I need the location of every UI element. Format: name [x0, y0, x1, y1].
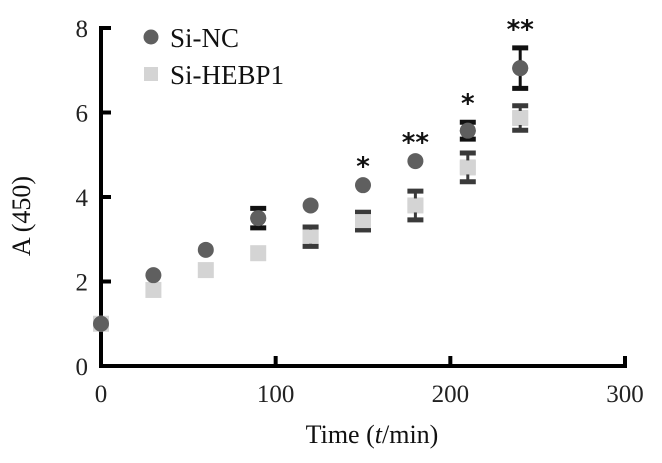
- significance-mark: **: [507, 15, 535, 45]
- y-tick-label: 2: [76, 270, 89, 297]
- data-point: [302, 197, 319, 214]
- data-point: [355, 177, 371, 194]
- x-tick-label: 300: [606, 381, 644, 408]
- y-tick-label: 6: [76, 101, 89, 128]
- x-tick-label: 200: [432, 381, 470, 408]
- legend-label-si-hebp1: Si-HEBP1: [170, 60, 284, 90]
- x-ticks: 0 100 200 300: [95, 356, 644, 408]
- data-point: [250, 245, 267, 262]
- data-point: [512, 60, 529, 77]
- x-axis-title-before: Time (: [306, 420, 375, 449]
- series-si-nc: [93, 45, 529, 332]
- y-tick-label: 0: [76, 354, 89, 381]
- significance-annotations: ******: [356, 15, 534, 182]
- data-point: [197, 241, 214, 258]
- x-axis-title-after: /min): [382, 420, 438, 449]
- significance-mark: **: [402, 128, 430, 158]
- y-axis-title: A (450): [7, 176, 36, 256]
- x-tick-label: 100: [257, 381, 295, 408]
- data-point: [355, 214, 371, 229]
- x-axis-title-italic: t: [375, 420, 383, 449]
- plot-area: [93, 45, 529, 332]
- y-tick-label: 8: [76, 16, 89, 43]
- data-point: [459, 122, 476, 139]
- legend: Si-NC Si-HEBP1: [143, 23, 284, 90]
- significance-mark: *: [356, 152, 370, 182]
- data-point: [197, 262, 214, 279]
- y-tick-label: 4: [76, 185, 89, 212]
- significance-mark: *: [461, 89, 475, 119]
- data-point: [145, 267, 162, 284]
- axes: 0 2 4 6 8 0 100 200 300: [76, 16, 644, 408]
- data-point: [512, 110, 529, 125]
- x-axis-title: Time (t/min): [306, 420, 439, 449]
- legend-marker-si-nc: [143, 29, 159, 45]
- data-point: [407, 153, 424, 170]
- data-point: [302, 229, 319, 244]
- data-point: [93, 315, 109, 332]
- data-point: [407, 198, 424, 213]
- legend-marker-si-hebp1: [144, 67, 158, 81]
- data-point: [250, 210, 267, 227]
- y-ticks: 0 2 4 6 8: [76, 16, 111, 381]
- data-point: [145, 281, 162, 298]
- x-tick-label: 0: [95, 381, 108, 408]
- legend-label-si-nc: Si-NC: [170, 23, 239, 53]
- data-point: [459, 160, 476, 175]
